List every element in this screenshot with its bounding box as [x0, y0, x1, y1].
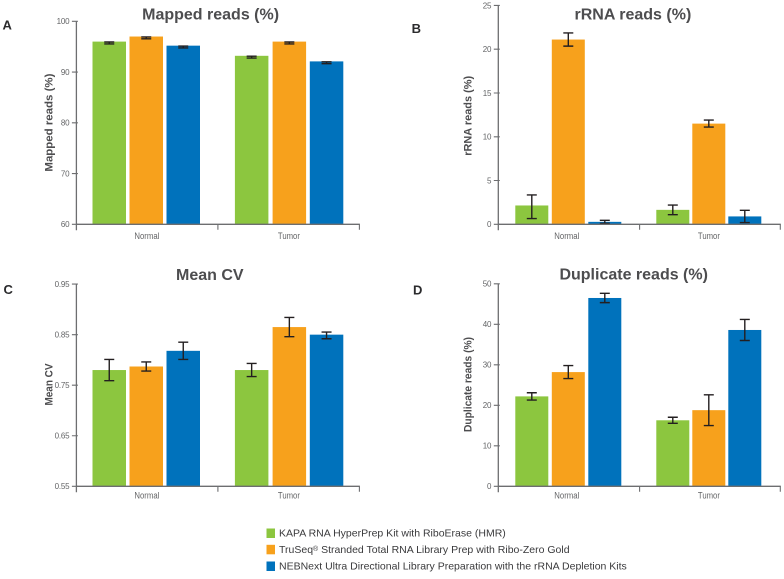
- svg-text:Normal: Normal: [554, 491, 579, 501]
- svg-text:10: 10: [483, 133, 492, 142]
- svg-text:20: 20: [483, 401, 492, 410]
- svg-text:60: 60: [61, 220, 70, 229]
- svg-text:D: D: [413, 283, 422, 298]
- svg-text:0.95: 0.95: [55, 280, 71, 289]
- svg-text:50: 50: [483, 280, 492, 289]
- svg-text:KAPA RNA HyperPrep Kit with Ri: KAPA RNA HyperPrep Kit with RiboErase (H…: [279, 528, 506, 540]
- svg-text:Duplicate reads (%): Duplicate reads (%): [559, 267, 707, 284]
- svg-text:Normal: Normal: [134, 491, 159, 501]
- svg-text:90: 90: [61, 68, 70, 77]
- svg-text:NEBNext Ultra Directional Libr: NEBNext Ultra Directional Library Prepar…: [279, 561, 627, 573]
- svg-text:40: 40: [483, 320, 492, 329]
- svg-text:rRNA reads (%): rRNA reads (%): [575, 7, 692, 24]
- svg-text:0.65: 0.65: [55, 432, 71, 441]
- svg-text:0.55: 0.55: [55, 482, 71, 491]
- svg-text:15: 15: [483, 89, 492, 98]
- svg-text:20: 20: [483, 45, 492, 54]
- svg-text:C: C: [4, 282, 14, 297]
- svg-text:Mapped reads (%): Mapped reads (%): [44, 73, 56, 171]
- svg-text:Mean CV: Mean CV: [176, 267, 244, 284]
- svg-text:70: 70: [61, 169, 70, 178]
- svg-text:Tumor: Tumor: [278, 231, 300, 241]
- svg-text:100: 100: [57, 17, 70, 26]
- svg-text:25: 25: [483, 1, 492, 10]
- svg-text:Duplicate reads (%): Duplicate reads (%): [463, 337, 475, 432]
- svg-text:Normal: Normal: [554, 231, 579, 241]
- svg-text:30: 30: [483, 361, 492, 370]
- svg-text:80: 80: [61, 119, 70, 128]
- svg-text:B: B: [412, 21, 421, 36]
- svg-text:Tumor: Tumor: [278, 491, 300, 501]
- svg-text:Tumor: Tumor: [698, 231, 720, 241]
- svg-text:0.75: 0.75: [55, 381, 71, 390]
- svg-text:0: 0: [487, 482, 492, 491]
- svg-text:Tumor: Tumor: [698, 491, 720, 501]
- svg-text:A: A: [3, 17, 13, 32]
- svg-text:0: 0: [487, 220, 492, 229]
- svg-text:TruSeq® Stranded Total RNA Lib: TruSeq® Stranded Total RNA Library Prep …: [279, 544, 570, 556]
- svg-text:10: 10: [483, 442, 492, 451]
- svg-text:0.85: 0.85: [55, 331, 71, 340]
- svg-text:Mean CV: Mean CV: [44, 363, 56, 406]
- svg-text:Mapped reads (%): Mapped reads (%): [142, 7, 279, 24]
- svg-text:rRNA reads (%): rRNA reads (%): [463, 75, 475, 155]
- svg-text:Normal: Normal: [134, 231, 159, 241]
- svg-text:5: 5: [487, 176, 492, 185]
